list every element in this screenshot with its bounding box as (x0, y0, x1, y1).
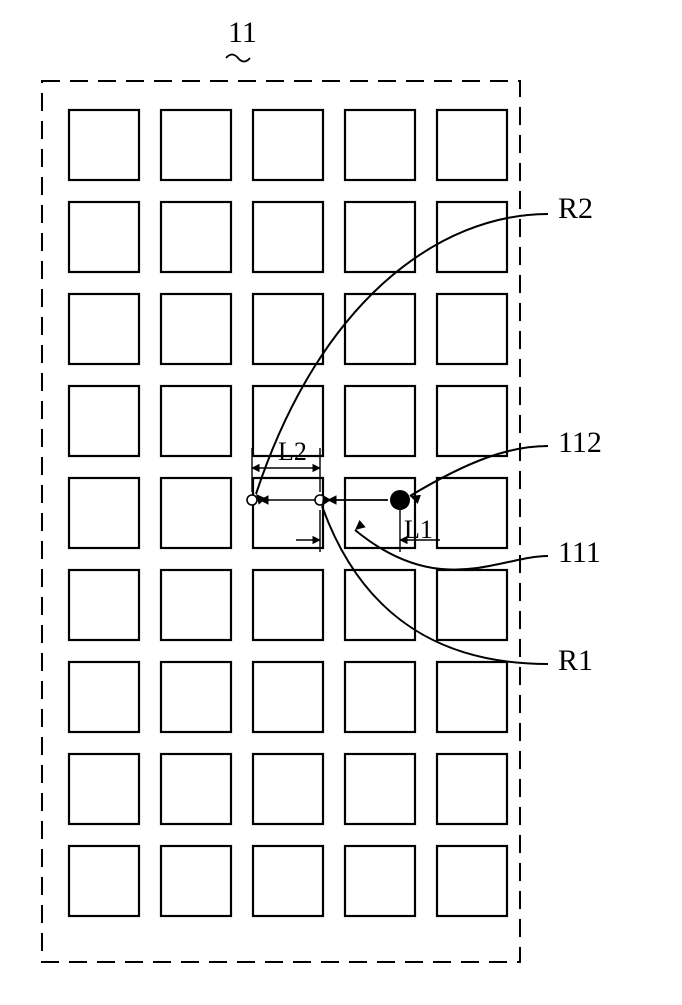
grid-cell (69, 386, 139, 456)
grid-cell (161, 202, 231, 272)
point-112 (390, 490, 410, 510)
callout-R2-label: R2 (558, 192, 593, 225)
grid-cell (69, 202, 139, 272)
grid-cell (437, 570, 507, 640)
grid-cell (253, 662, 323, 732)
grid-cell (161, 570, 231, 640)
grid-cell (253, 294, 323, 364)
grid-cell (253, 478, 323, 548)
grid-cell (345, 110, 415, 180)
callout-c111-label: 111 (558, 536, 601, 569)
callout-R1-label: R1 (558, 644, 593, 677)
grid-cell (161, 846, 231, 916)
grid-cell (69, 754, 139, 824)
dim-label-L2: L2 (278, 437, 307, 466)
grid-cell (345, 754, 415, 824)
diagram-stage: 11 L2 L1 R2 112 111 R1 (0, 0, 682, 1000)
grid-cell (345, 570, 415, 640)
grid-cell (161, 294, 231, 364)
grid-cell (345, 294, 415, 364)
grid-cell (161, 478, 231, 548)
grid-cell (161, 110, 231, 180)
grid-cell (345, 386, 415, 456)
grid-cell (345, 846, 415, 916)
diagram-svg: 11 L2 L1 R2 112 111 R1 (0, 0, 682, 1000)
grid-cell (69, 110, 139, 180)
callout-c112-leader (410, 446, 548, 496)
assembly-label: 11 (228, 16, 257, 49)
point-R2 (247, 495, 257, 505)
grid-cell (161, 754, 231, 824)
grid-cell (437, 202, 507, 272)
grid-cell (437, 478, 507, 548)
grid-cell (69, 478, 139, 548)
grid-cell (345, 202, 415, 272)
grid-cell (253, 570, 323, 640)
grid-cell (345, 662, 415, 732)
grid-cell (437, 662, 507, 732)
grid-cell (161, 662, 231, 732)
grid-cell (437, 846, 507, 916)
grid-cell (69, 294, 139, 364)
grid-cell (253, 846, 323, 916)
grid-cell (437, 110, 507, 180)
grid-cell (253, 202, 323, 272)
dim-label-L1: L1 (404, 515, 433, 544)
grid-cell (437, 754, 507, 824)
outer-dashed-box (42, 81, 520, 962)
grid-cell (253, 754, 323, 824)
grid-cell (69, 570, 139, 640)
grid-cell (253, 110, 323, 180)
callout-c112-label: 112 (558, 426, 602, 459)
grid-cell (161, 386, 231, 456)
grid-cell (437, 386, 507, 456)
tilde-icon (226, 55, 250, 62)
grid-cell (69, 846, 139, 916)
grid-cell (69, 662, 139, 732)
grid-cell (437, 294, 507, 364)
